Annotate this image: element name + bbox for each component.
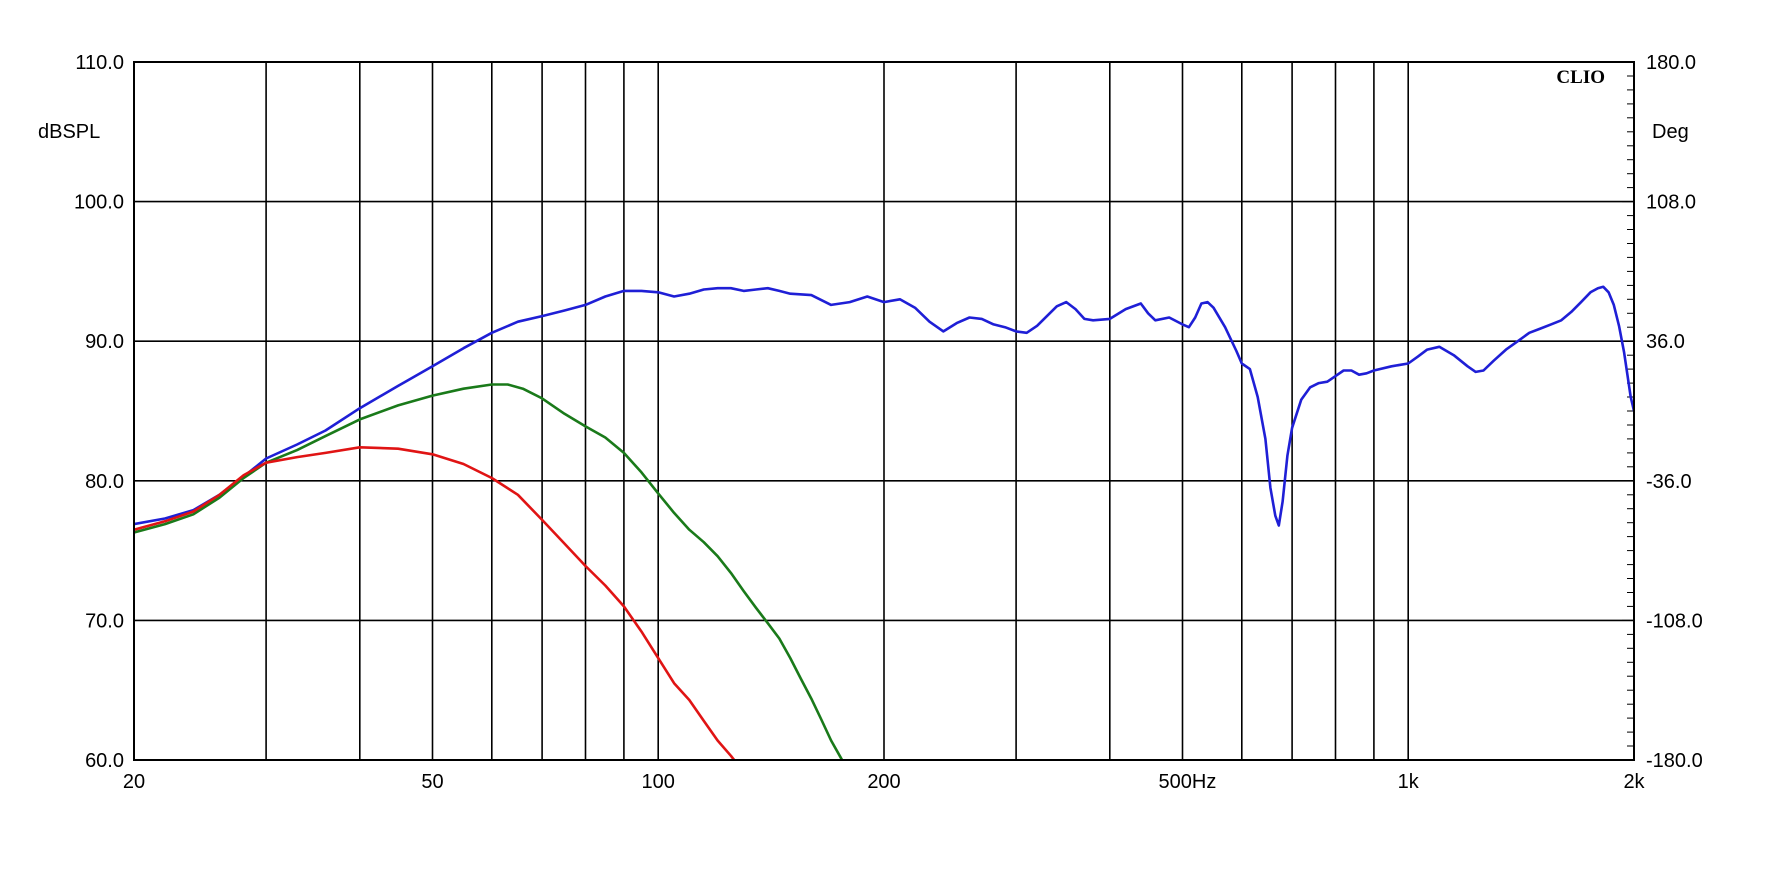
y2-tick-label: 180.0 xyxy=(1646,52,1696,74)
x-tick-label: 2k xyxy=(1623,771,1645,793)
y-tick-label: 90.0 xyxy=(85,331,124,353)
y-tick-label: 80.0 xyxy=(85,471,124,493)
y2-tick-label: -108.0 xyxy=(1646,610,1703,632)
series-line-1 xyxy=(134,285,1634,527)
x-tick-label: 50 xyxy=(421,771,443,793)
series-line-2 xyxy=(134,383,845,761)
x-tick-label: 100 xyxy=(642,771,675,793)
series-line-3 xyxy=(134,446,737,761)
y2-tick-label: 108.0 xyxy=(1646,192,1696,214)
y2-tick-label: 36.0 xyxy=(1646,331,1685,353)
y-tick-label: 110.0 xyxy=(75,52,124,74)
x-tick-label: 20 xyxy=(123,771,145,793)
y-tick-label: 100.0 xyxy=(74,192,124,214)
y2-tick-label: -180.0 xyxy=(1646,750,1703,772)
y-tick-label: 60.0 xyxy=(85,750,124,772)
y-tick-label: 70.0 xyxy=(85,610,124,632)
axis-tick-labels: 110.0 100.0 90.0 80.0 70.0 60.0 180.0 108.0 36.0… xyxy=(74,52,1703,793)
right-axis-unit-label: Deg xyxy=(1652,121,1689,143)
y2-tick-label: -36.0 xyxy=(1646,471,1692,493)
x-tick-label: 200 xyxy=(867,771,900,793)
grid-lines xyxy=(134,62,1634,760)
left-axis-unit-label: dBSPL xyxy=(38,121,100,143)
clio-brand-logo: CLIO xyxy=(1556,67,1605,88)
x-tick-label: 500Hz xyxy=(1159,771,1217,793)
x-tick-label: 1k xyxy=(1398,771,1420,793)
plot-frame xyxy=(133,61,1635,761)
series-lines xyxy=(134,285,1634,761)
